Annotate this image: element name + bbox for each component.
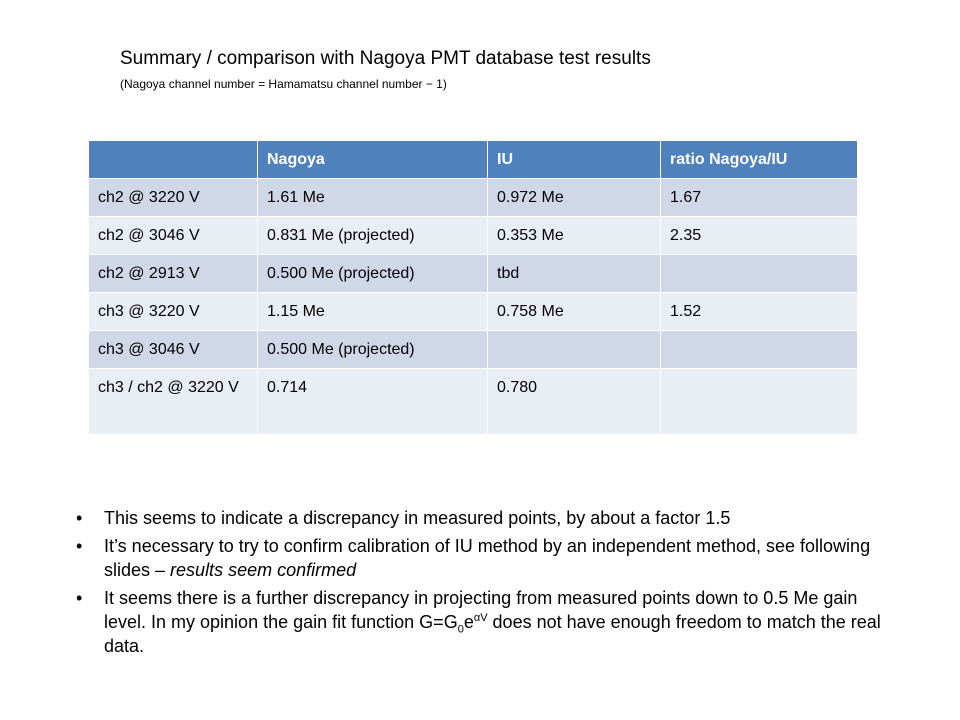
header-cell-nagoya: Nagoya [257,140,488,179]
bullet-text: This seems to indicate a discrepancy in … [104,508,731,528]
formula-superscript: αV [473,612,488,624]
header-cell-iu: IU [487,140,661,179]
cell-condition: ch2 @ 2913 V [88,254,258,293]
cell-ratio: 1.67 [660,178,858,217]
cell-condition: ch3 @ 3220 V [88,292,258,331]
comparison-table: Nagoya IU ratio Nagoya/IU ch2 @ 3220 V 1… [88,140,858,435]
bullet-text-italic: results seem confirmed [170,560,357,580]
header-cell-blank [88,140,258,179]
cell-ratio [660,368,858,435]
cell-nagoya: 0.714 [257,368,488,435]
bullet-text: It seems there is a further discrepancy … [104,588,858,632]
cell-condition: ch3 / ch2 @ 3220 V [88,368,258,435]
bullet-text: does not have enough freedom to match th… [104,612,881,656]
bullet-dot-icon: • [76,508,83,528]
cell-condition: ch2 @ 3046 V [88,216,258,255]
formula-exp-base: e [463,612,474,632]
cell-nagoya: 0.500 Me (projected) [257,330,488,369]
cell-iu: 0.353 Me [487,216,661,255]
cell-iu: tbd [487,254,661,293]
cell-ratio [660,330,858,369]
table-row: ch2 @ 2913 V 0.500 Me (projected) tbd [88,254,858,293]
bullet-item: • This seems to indicate a discrepancy i… [76,506,896,530]
table-row: ch3 @ 3046 V 0.500 Me (projected) [88,330,858,369]
table-header-row: Nagoya IU ratio Nagoya/IU [88,140,858,179]
cell-iu [487,330,661,369]
table-row: ch2 @ 3220 V 1.61 Me 0.972 Me 1.67 [88,178,858,217]
cell-nagoya: 0.500 Me (projected) [257,254,488,293]
bullet-item: • It seems there is a further discrepanc… [76,586,896,658]
bullet-text: It’s necessary to try to confirm calibra… [104,536,871,580]
cell-nagoya: 1.61 Me [257,178,488,217]
cell-iu: 0.972 Me [487,178,661,217]
cell-nagoya: 0.831 Me (projected) [257,216,488,255]
slide-subtitle: (Nagoya channel number = Hamamatsu chann… [120,77,447,91]
bullet-list: • This seems to indicate a discrepancy i… [76,506,896,662]
table-row: ch2 @ 3046 V 0.831 Me (projected) 0.353 … [88,216,858,255]
slide-title: Summary / comparison with Nagoya PMT dat… [120,48,651,69]
cell-ratio: 1.52 [660,292,858,331]
bullet-dot-icon: • [76,536,83,556]
cell-iu: 0.758 Me [487,292,661,331]
cell-iu: 0.780 [487,368,661,435]
cell-condition: ch2 @ 3220 V [88,178,258,217]
formula-subscript: 0 [457,623,464,636]
cell-condition: ch3 @ 3046 V [88,330,258,369]
header-cell-ratio: ratio Nagoya/IU [660,140,858,179]
bullet-item: • It’s necessary to try to confirm calib… [76,534,896,582]
cell-ratio [660,254,858,293]
bullet-dot-icon: • [76,588,83,608]
table-row: ch3 / ch2 @ 3220 V 0.714 0.780 [88,368,858,435]
cell-nagoya: 1.15 Me [257,292,488,331]
cell-ratio: 2.35 [660,216,858,255]
table-row: ch3 @ 3220 V 1.15 Me 0.758 Me 1.52 [88,292,858,331]
